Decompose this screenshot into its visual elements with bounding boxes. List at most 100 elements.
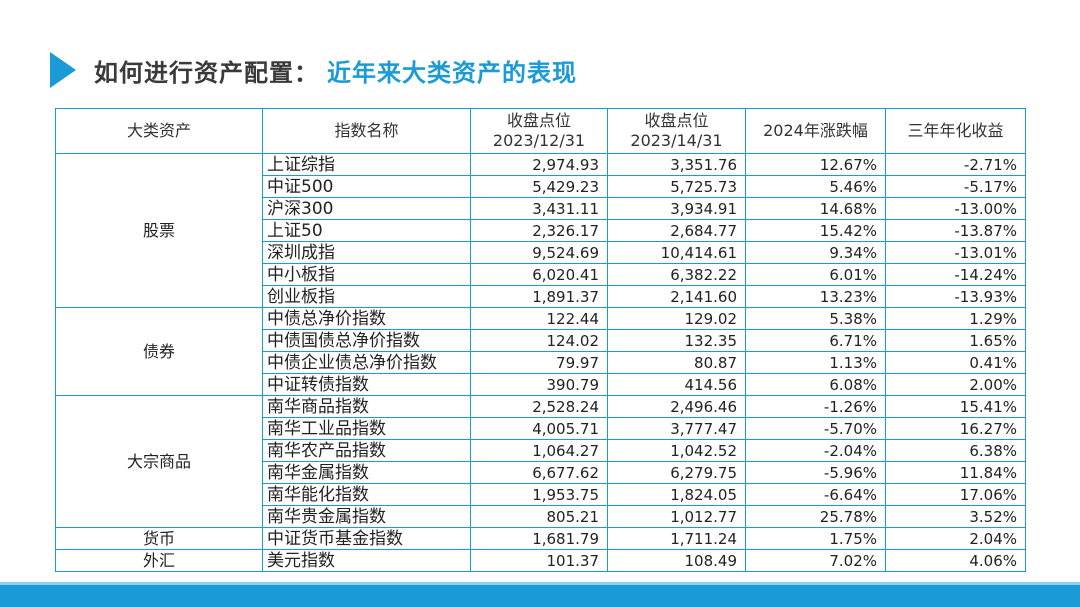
close-2023-cell: 1,953.75	[470, 483, 608, 506]
close-2024-cell: 1,042.52	[607, 439, 746, 462]
index-name-cell: 上证综指	[262, 153, 471, 176]
close-2023-cell: 101.37	[470, 549, 608, 572]
annualized-return-cell: 1.29%	[885, 307, 1026, 330]
close-2024-cell: 2,141.60	[607, 285, 746, 308]
change-2024-cell: 12.67%	[745, 153, 886, 176]
close-2023-cell: 1,891.37	[470, 285, 608, 308]
index-name-cell: 南华能化指数	[262, 483, 471, 506]
annualized-return-cell: 17.06%	[885, 483, 1026, 506]
close-2024-cell: 132.35	[607, 329, 746, 352]
close-2023-cell: 390.79	[470, 373, 608, 396]
index-name-cell: 中债总净价指数	[262, 307, 471, 330]
asset-performance-table: 大类资产 指数名称 收盘点位 2023/12/31 收盘点位 2023/14/31 20…	[55, 108, 1026, 572]
annualized-return-cell: 2.04%	[885, 527, 1026, 550]
index-name-cell: 中债企业债总净价指数	[262, 351, 471, 374]
change-2024-cell: 5.46%	[745, 175, 886, 198]
table-row: 中证500 5,429.23 5,725.73 5.46% -5.17%	[56, 175, 1026, 198]
close-2024-cell: 1,824.05	[607, 483, 746, 506]
index-name-cell: 南华农产品指数	[262, 439, 471, 462]
close-2023-cell: 2,326.17	[470, 219, 608, 242]
table-row: 南华农产品指数 1,064.27 1,042.52 -2.04% 6.38%	[56, 439, 1026, 462]
close-2024-cell: 10,414.61	[607, 241, 746, 264]
close-2024-cell: 414.56	[607, 373, 746, 396]
asset-category-cell: 大宗商品	[55, 395, 263, 528]
close-2023-cell: 9,524.69	[470, 241, 608, 264]
annualized-return-cell: -5.17%	[885, 175, 1026, 198]
close-2024-cell: 3,351.76	[607, 153, 746, 176]
table-row: 大宗商品 南华商品指数 2,528.24 2,496.46 -1.26% 15.41%	[55, 395, 1026, 528]
close-2024-cell: 2,684.77	[607, 219, 746, 242]
asset-category-cell: 债券	[55, 307, 263, 396]
index-name-cell: 创业板指	[262, 285, 471, 308]
index-name-cell: 中债国债总净价指数	[262, 329, 471, 352]
change-2024-cell: 14.68%	[745, 197, 886, 220]
table-body: 股票 上证综指 2,974.93 3,351.76 12.67% -2.71% 中证500 5…	[55, 153, 1026, 572]
close-2023-cell: 2,528.24	[470, 395, 608, 418]
annualized-return-cell: 2.00%	[885, 373, 1026, 396]
change-2024-cell: 5.38%	[745, 307, 886, 330]
index-name-cell: 南华工业品指数	[262, 417, 471, 440]
asset-category-cell: 股票	[55, 153, 263, 308]
close-2024-cell: 3,934.91	[607, 197, 746, 220]
table-row: 创业板指 1,891.37 2,141.60 13.23% -13.93%	[56, 285, 1026, 308]
index-name-cell: 中证货币基金指数	[262, 527, 471, 550]
table-row: 深圳成指 9,524.69 10,414.61 9.34% -13.01%	[56, 241, 1026, 264]
close-2023-cell: 6,020.41	[470, 263, 608, 286]
index-name-cell: 中证500	[262, 175, 471, 198]
close-2024-cell: 3,777.47	[607, 417, 746, 440]
table-row: 中债企业债总净价指数 79.97 80.87 1.13% 0.41%	[56, 351, 1026, 374]
column-header: 收盘点位 2023/12/31	[470, 108, 608, 154]
close-2024-cell: 6,279.75	[607, 461, 746, 484]
table-row: 货币 中证货币基金指数 1,681.79 1,711.24 1.75% 2.04%	[55, 527, 1026, 550]
close-2023-cell: 4,005.71	[470, 417, 608, 440]
change-2024-cell: 9.34%	[745, 241, 886, 264]
close-2024-cell: 5,725.73	[607, 175, 746, 198]
annualized-return-cell: 3.52%	[885, 505, 1026, 528]
close-2024-cell: 1,012.77	[607, 505, 746, 528]
change-2024-cell: 7.02%	[745, 549, 886, 572]
change-2024-cell: 6.01%	[745, 263, 886, 286]
annualized-return-cell: -13.93%	[885, 285, 1026, 308]
slide-subtitle: 近年来大类资产的表现	[327, 58, 577, 87]
table-row: 上证50 2,326.17 2,684.77 15.42% -13.87%	[56, 219, 1026, 242]
close-2024-cell: 2,496.46	[607, 395, 746, 418]
change-2024-cell: 6.71%	[745, 329, 886, 352]
column-header: 2024年涨跌幅	[745, 108, 886, 154]
change-2024-cell: 25.78%	[745, 505, 886, 528]
annualized-return-cell: 0.41%	[885, 351, 1026, 374]
footer-bar	[0, 585, 1080, 607]
change-2024-cell: 1.13%	[745, 351, 886, 374]
change-2024-cell: -6.64%	[745, 483, 886, 506]
slide-title: 如何进行资产配置：	[94, 58, 319, 87]
close-2023-cell: 1,064.27	[470, 439, 608, 462]
close-2024-cell: 80.87	[607, 351, 746, 374]
play-arrow-icon	[50, 52, 76, 88]
close-2024-cell: 129.02	[607, 307, 746, 330]
table-row: 股票 上证综指 2,974.93 3,351.76 12.67% -2.71%	[55, 153, 1026, 308]
change-2024-cell: -5.96%	[745, 461, 886, 484]
close-2023-cell: 3,431.11	[470, 197, 608, 220]
close-2024-cell: 6,382.22	[607, 263, 746, 286]
column-header: 收盘点位 2023/14/31	[607, 108, 746, 154]
index-name-cell: 沪深300	[262, 197, 471, 220]
table-row: 南华工业品指数 4,005.71 3,777.47 -5.70% 16.27%	[56, 417, 1026, 440]
annualized-return-cell: 1.65%	[885, 329, 1026, 352]
annualized-return-cell: 11.84%	[885, 461, 1026, 484]
table-row: 外汇 美元指数 101.37 108.49 7.02% 4.06%	[55, 549, 1026, 572]
close-2023-cell: 805.21	[470, 505, 608, 528]
slide-header: 如何进行资产配置： 近年来大类资产的表现	[50, 50, 577, 90]
asset-category-cell: 外汇	[55, 549, 263, 572]
index-name-cell: 中证转债指数	[262, 373, 471, 396]
index-name-cell: 美元指数	[262, 549, 471, 572]
table-row: 中小板指 6,020.41 6,382.22 6.01% -14.24%	[56, 263, 1026, 286]
index-name-cell: 上证50	[262, 219, 471, 242]
annualized-return-cell: 16.27%	[885, 417, 1026, 440]
change-2024-cell: -5.70%	[745, 417, 886, 440]
annualized-return-cell: -13.87%	[885, 219, 1026, 242]
annualized-return-cell: 4.06%	[885, 549, 1026, 572]
column-header: 大类资产	[55, 108, 263, 154]
table-row: 债券 中债总净价指数 122.44 129.02 5.38% 1.29%	[55, 307, 1026, 396]
index-name-cell: 中小板指	[262, 263, 471, 286]
close-2023-cell: 2,974.93	[470, 153, 608, 176]
column-header: 指数名称	[262, 108, 471, 154]
